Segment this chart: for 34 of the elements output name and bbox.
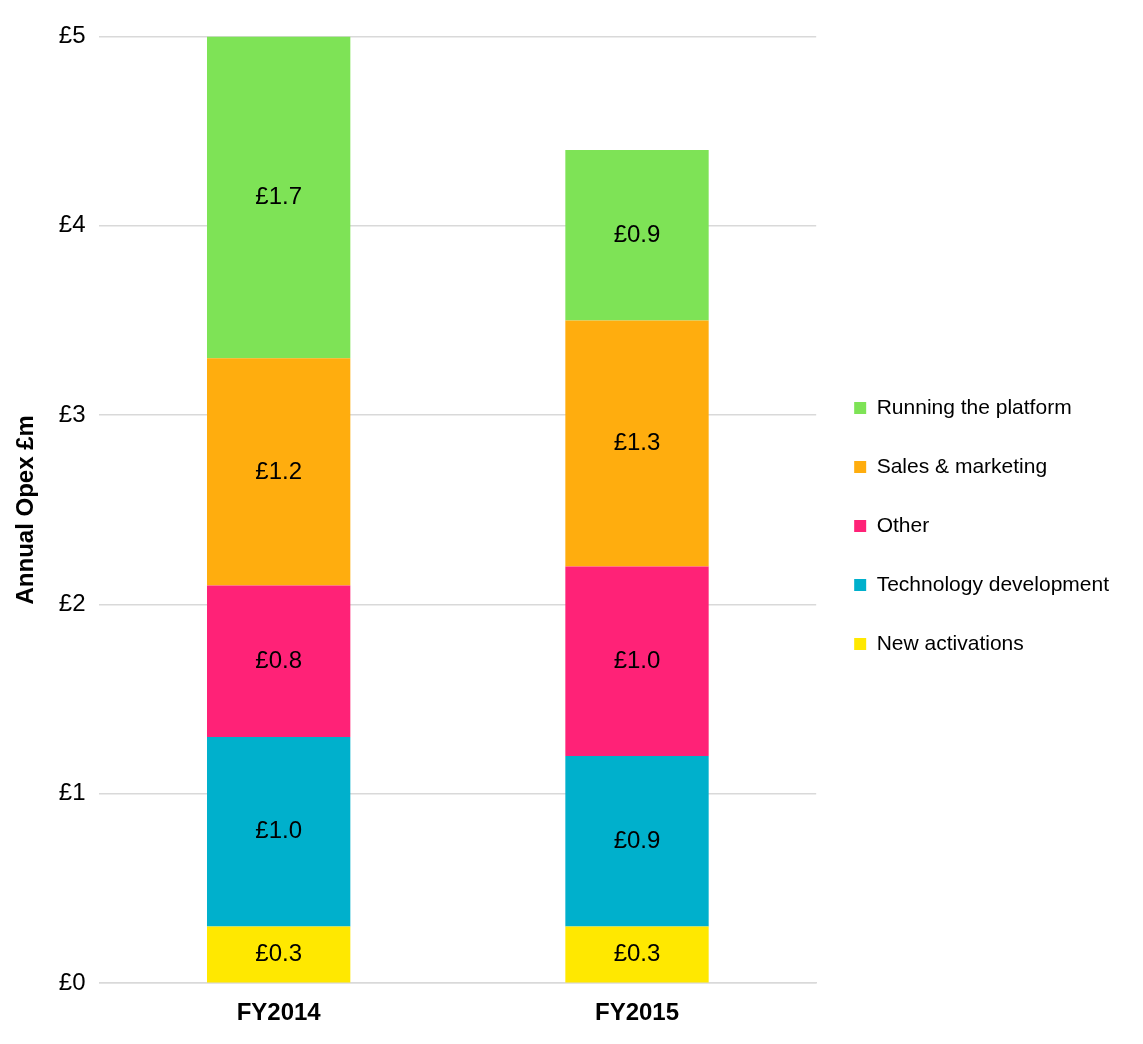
x-tick-label: FY2014 [236,998,322,1026]
data-label: £0.9 [613,825,661,853]
legend-label: Technology development [876,571,1110,595]
bar [565,566,709,756]
x-tick-label: FY2015 [594,998,680,1026]
data-label: £0.3 [613,939,661,967]
data-label: £1.0 [255,816,303,844]
legend-label: New activations [876,630,1024,654]
data-label: £0.3 [255,939,303,967]
bar [207,36,351,359]
bar [207,926,351,983]
y-tick-label: £5 [58,21,86,49]
bar [207,585,351,738]
data-label: £1.3 [613,428,661,456]
data-label: £0.9 [613,219,661,247]
legend-label: Other [876,512,930,536]
legend-label: Sales & marketing [876,453,1048,477]
y-axis-title: Annual Opex £m [11,415,39,605]
data-label: £1.0 [613,645,661,673]
y-tick-label: £1 [58,778,86,806]
bar [207,737,351,927]
bar [565,755,709,927]
y-tick-label: £2 [58,589,86,617]
bar [565,150,709,321]
y-tick-label: £4 [58,210,86,238]
data-label: £1.2 [255,456,303,484]
y-tick-label: £0 [58,967,86,995]
data-label: £1.7 [255,181,303,209]
legend-label: Running the platform [876,394,1072,418]
bar [565,926,709,983]
data-label: £0.8 [255,645,303,673]
y-tick-label: £3 [58,399,86,427]
bar [565,320,709,567]
bar [207,358,351,586]
